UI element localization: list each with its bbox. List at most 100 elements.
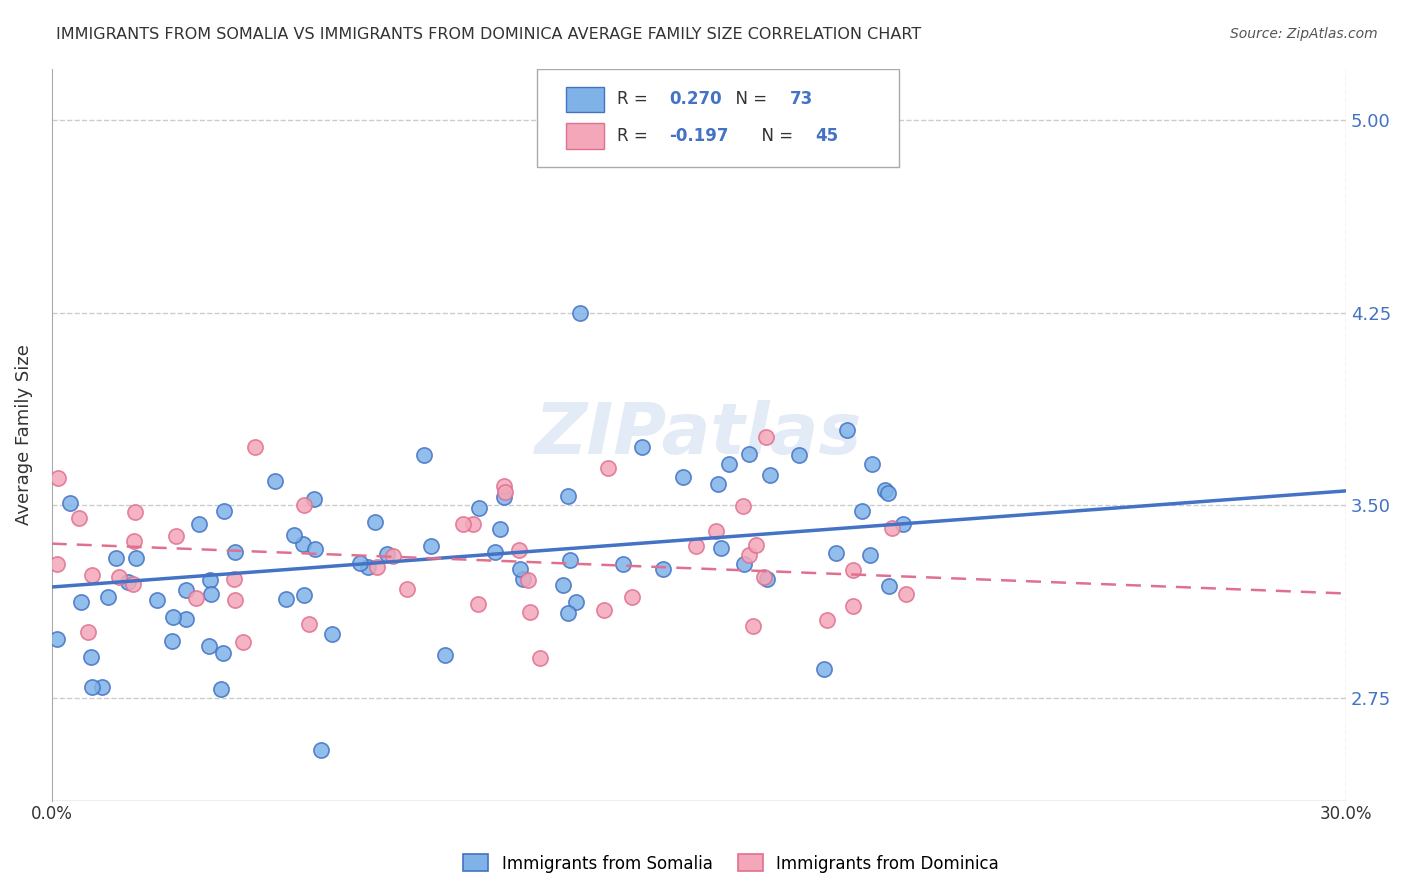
Point [292,588,315,602]
Point [160,633,183,648]
Point [70,594,93,608]
Point [187,516,209,531]
Point [731,499,754,513]
Point [45,632,67,647]
Point [494,485,516,500]
Point [672,470,695,484]
Point [468,500,491,515]
Point [704,524,727,538]
Point [297,616,319,631]
Point [264,475,287,489]
Point [709,541,731,555]
Point [162,610,184,624]
Point [46,557,69,571]
Point [685,539,707,553]
Point [186,591,208,605]
Point [508,543,530,558]
Point [565,595,588,609]
Text: 45: 45 [815,127,838,145]
Point [877,485,900,500]
Text: 0.270: 0.270 [669,90,721,108]
Point [176,612,198,626]
Point [209,682,232,697]
Point [212,646,235,660]
Point [117,574,139,589]
Point [509,562,531,576]
Point [122,533,145,548]
Point [274,591,297,606]
Point [631,441,654,455]
Point [880,521,903,535]
Point [146,592,169,607]
Point [733,557,755,571]
Legend: Immigrants from Somalia, Immigrants from Dominica: Immigrants from Somalia, Immigrants from… [457,847,1005,880]
Point [283,528,305,542]
Point [105,550,128,565]
Point [759,468,782,483]
Point [494,479,516,493]
Point [557,489,579,503]
Point [752,569,775,583]
Point [593,603,616,617]
Point [813,662,835,676]
Point [243,440,266,454]
Point [292,537,315,551]
Point [755,572,778,586]
Point [121,577,143,591]
Bar [565,87,605,112]
FancyBboxPatch shape [537,69,900,168]
Point [349,556,371,570]
Text: IMMIGRANTS FROM SOMALIA VS IMMIGRANTS FROM DOMINICA AVERAGE FAMILY SIZE CORRELAT: IMMIGRANTS FROM SOMALIA VS IMMIGRANTS FR… [56,27,921,42]
Point [651,562,673,576]
Point [80,680,103,694]
Point [517,574,540,588]
Bar [565,123,605,149]
Point [494,491,516,505]
Text: Source: ZipAtlas.com: Source: ZipAtlas.com [1230,27,1378,41]
Point [512,572,534,586]
Point [891,516,914,531]
Point [302,492,325,507]
Point [413,448,436,462]
Point [366,560,388,574]
Point [304,541,326,556]
Point [90,680,112,694]
Point [309,743,332,757]
Point [451,517,474,532]
Point [742,619,765,633]
Point [484,545,506,559]
Point [176,583,198,598]
Point [787,448,810,462]
Point [877,579,900,593]
Point [557,606,579,620]
Point [568,306,591,320]
Point [467,598,489,612]
Point [707,476,730,491]
Point [395,582,418,597]
Point [529,650,551,665]
Point [815,613,838,627]
Point [224,592,246,607]
Point [825,546,848,560]
Point [97,590,120,604]
Point [612,557,634,571]
Point [197,640,219,654]
Point [165,529,187,543]
Point [212,504,235,518]
Point [873,483,896,497]
Point [896,587,918,601]
Text: N =: N = [751,127,799,145]
Text: R =: R = [617,127,654,145]
Point [224,573,246,587]
Text: R =: R = [617,90,654,108]
Point [80,567,103,582]
Point [596,461,619,475]
Point [364,515,387,529]
Point [200,587,222,601]
Text: ZIPatlas: ZIPatlas [536,401,862,469]
Point [718,457,741,471]
Point [420,539,443,553]
Point [860,457,883,471]
Text: 73: 73 [789,90,813,108]
Point [461,517,484,532]
